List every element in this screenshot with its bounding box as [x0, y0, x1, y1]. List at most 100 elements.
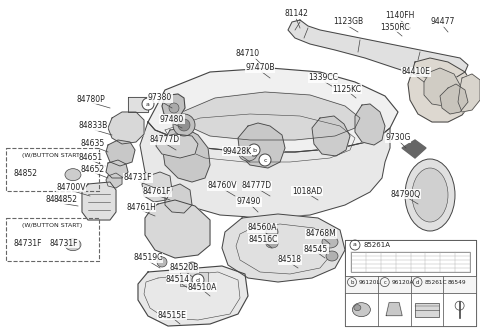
Text: 84761F: 84761F — [143, 188, 171, 196]
Text: 84652: 84652 — [81, 165, 105, 174]
Text: 84651: 84651 — [79, 153, 103, 161]
Text: 9730G: 9730G — [385, 133, 411, 142]
Polygon shape — [440, 84, 468, 114]
Text: 84516C: 84516C — [248, 235, 278, 243]
Text: 84710: 84710 — [236, 50, 260, 58]
Text: 84560A: 84560A — [247, 223, 277, 233]
Text: 84852: 84852 — [14, 169, 38, 178]
Text: 96120L: 96120L — [359, 279, 381, 285]
Text: 81142: 81142 — [284, 10, 308, 18]
Text: 97380: 97380 — [148, 93, 172, 102]
Bar — [180, 272, 208, 286]
Ellipse shape — [239, 147, 257, 161]
Circle shape — [192, 274, 204, 286]
Bar — [345, 240, 476, 326]
Polygon shape — [148, 68, 398, 152]
Polygon shape — [106, 140, 135, 166]
Bar — [6, 148, 99, 191]
Text: 84410E: 84410E — [402, 68, 431, 76]
Text: (W/BUTTON START): (W/BUTTON START) — [23, 154, 83, 158]
Polygon shape — [312, 116, 350, 156]
Polygon shape — [156, 134, 198, 158]
Text: 84852: 84852 — [54, 195, 78, 203]
Polygon shape — [128, 97, 148, 112]
Text: 84780: 84780 — [46, 195, 70, 203]
Text: b: b — [350, 279, 354, 285]
Polygon shape — [162, 128, 210, 182]
Circle shape — [173, 114, 195, 136]
Text: 84515E: 84515E — [157, 311, 186, 319]
Polygon shape — [108, 112, 144, 144]
Text: (W/BUTTON START): (W/BUTTON START) — [23, 223, 83, 229]
Ellipse shape — [322, 236, 338, 248]
Text: c: c — [263, 157, 267, 162]
Circle shape — [259, 154, 271, 166]
Circle shape — [142, 98, 154, 110]
Polygon shape — [106, 173, 122, 188]
Polygon shape — [222, 214, 345, 282]
Polygon shape — [458, 74, 480, 112]
Text: 97470B: 97470B — [245, 64, 275, 72]
Bar — [351, 252, 470, 272]
Text: 84514: 84514 — [166, 275, 190, 283]
Polygon shape — [162, 94, 185, 118]
Ellipse shape — [65, 169, 81, 181]
Polygon shape — [106, 160, 128, 178]
Text: 84731F: 84731F — [14, 239, 43, 248]
Bar — [345, 240, 476, 276]
Circle shape — [178, 119, 190, 131]
Text: 84520B: 84520B — [169, 263, 199, 273]
Polygon shape — [238, 123, 285, 168]
Text: 84790Q: 84790Q — [391, 190, 421, 198]
Bar — [410, 293, 443, 326]
Text: 96120A: 96120A — [392, 279, 414, 285]
Polygon shape — [138, 266, 248, 326]
Text: d: d — [196, 277, 200, 282]
Ellipse shape — [352, 303, 371, 317]
Polygon shape — [165, 184, 192, 213]
Text: 84635: 84635 — [81, 138, 105, 148]
Text: 86549: 86549 — [447, 279, 466, 285]
Text: 84777D: 84777D — [242, 181, 272, 191]
Text: 84833B: 84833B — [78, 121, 108, 131]
Text: 84777D: 84777D — [150, 135, 180, 145]
Polygon shape — [402, 140, 426, 158]
Text: 84519G: 84519G — [133, 254, 163, 262]
Text: a: a — [146, 101, 150, 107]
Text: 1350RC: 1350RC — [380, 23, 410, 31]
Bar — [378, 276, 410, 293]
Ellipse shape — [65, 239, 81, 251]
Bar — [443, 293, 476, 326]
Text: 85261A: 85261A — [363, 242, 390, 248]
Bar — [345, 293, 378, 326]
Bar — [415, 303, 439, 317]
Text: c: c — [384, 279, 386, 285]
Text: 85261C: 85261C — [424, 279, 447, 285]
Text: 1140FH: 1140FH — [385, 11, 415, 20]
Text: 97480: 97480 — [160, 114, 184, 124]
Text: d: d — [416, 279, 419, 285]
Polygon shape — [145, 200, 210, 258]
Text: 84700V: 84700V — [56, 182, 86, 192]
Circle shape — [248, 144, 260, 156]
Bar — [443, 276, 476, 293]
Ellipse shape — [326, 251, 338, 261]
Circle shape — [169, 103, 179, 113]
Ellipse shape — [412, 168, 448, 222]
Text: 84760V: 84760V — [207, 181, 237, 191]
Text: 1123GB: 1123GB — [333, 17, 363, 27]
Polygon shape — [408, 58, 472, 122]
Polygon shape — [82, 182, 116, 220]
Polygon shape — [355, 104, 385, 145]
Text: b: b — [252, 148, 256, 153]
Ellipse shape — [354, 305, 361, 311]
Bar — [345, 276, 378, 293]
Text: 1018AD: 1018AD — [292, 187, 322, 195]
Ellipse shape — [405, 159, 455, 231]
Polygon shape — [424, 68, 460, 106]
Text: a: a — [353, 242, 357, 248]
Text: 97490: 97490 — [237, 197, 261, 207]
Text: 84731F: 84731F — [124, 174, 152, 182]
Text: 84780P: 84780P — [77, 94, 106, 104]
Text: 84768M: 84768M — [306, 230, 336, 238]
